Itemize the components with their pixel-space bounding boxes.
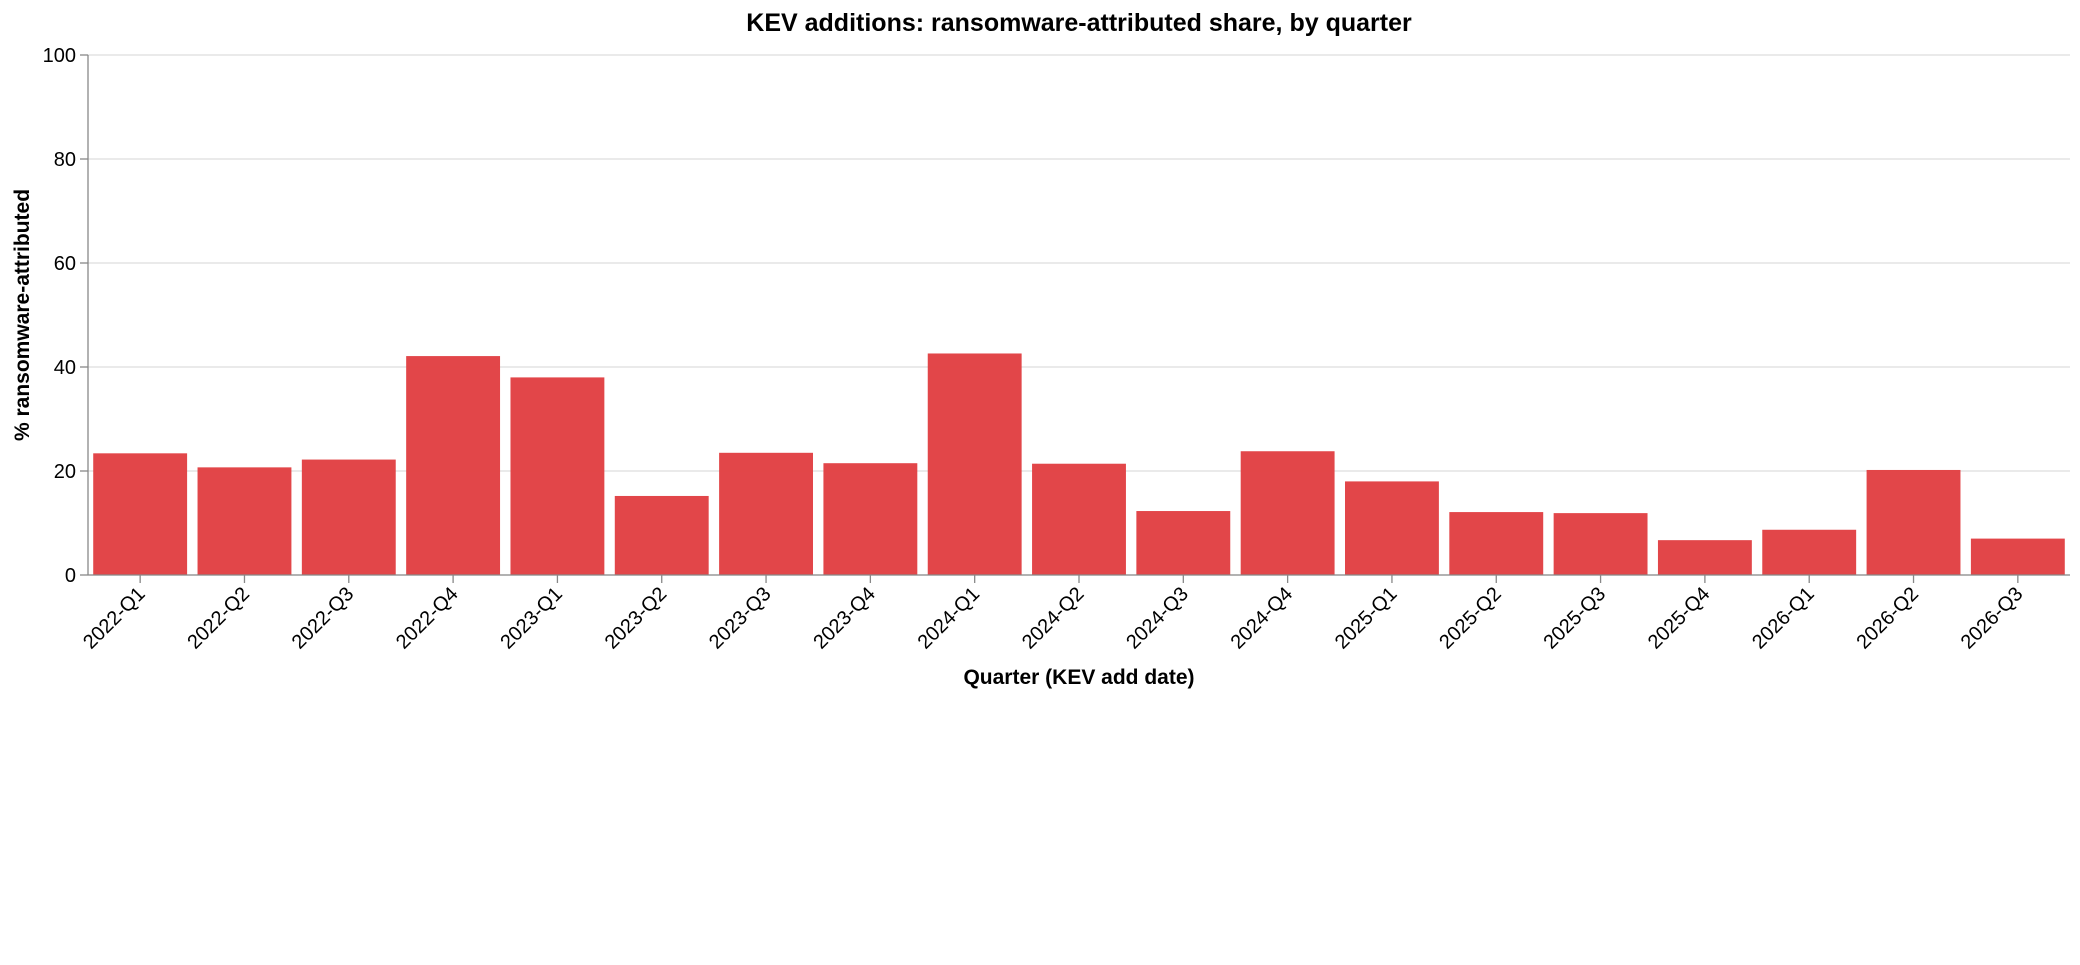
x-tick-label: 2025-Q1 [1331, 583, 1402, 654]
bar-2022-Q2 [197, 467, 292, 575]
bar-2022-Q4 [406, 356, 501, 575]
chart-title: KEV additions: ransomware-attributed sha… [746, 9, 1412, 37]
bar-2023-Q3 [719, 452, 813, 575]
bar-2026-Q3 [1970, 538, 2065, 575]
x-tick-label: 2024-Q3 [1122, 583, 1193, 654]
y-tick-label: 60 [54, 253, 76, 275]
x-tick-label: 2025-Q2 [1435, 583, 1506, 654]
x-tick-label: 2023-Q4 [809, 583, 880, 654]
y-tick-label: 40 [54, 357, 76, 379]
x-tick-label: 2023-Q2 [601, 583, 672, 654]
bar-2024-Q1 [927, 353, 1022, 575]
y-tick-label: 100 [43, 45, 76, 67]
x-tick-label: 2024-Q1 [914, 583, 985, 654]
y-axis-title: % ransomware-attributed [11, 189, 34, 441]
x-tick-label: 2022-Q3 [288, 583, 359, 654]
x-tick-label: 2025-Q4 [1644, 583, 1715, 654]
x-tick-label: 2022-Q4 [392, 583, 463, 654]
bar-2024-Q4 [1240, 451, 1335, 575]
x-tick-label: 2026-Q3 [1957, 583, 2028, 654]
x-tick-label: 2025-Q3 [1540, 583, 1611, 654]
bar-2024-Q2 [1032, 463, 1126, 575]
x-tick-label: 2023-Q3 [705, 583, 776, 654]
bar-2025-Q1 [1345, 481, 1439, 575]
bars [93, 353, 2065, 575]
bar-2025-Q3 [1553, 513, 1648, 575]
bar-2026-Q2 [1866, 469, 1961, 575]
x-tick-label: 2026-Q2 [1852, 583, 1923, 654]
bar-2023-Q1 [510, 377, 605, 575]
y-tick-label: 20 [54, 461, 76, 483]
x-axis-title: Quarter (KEV add date) [963, 666, 1194, 689]
bar-2022-Q3 [301, 459, 396, 575]
x-tick-label: 2023-Q1 [496, 583, 567, 654]
x-tick-label: 2022-Q1 [79, 583, 150, 654]
bar-2022-Q1 [93, 453, 188, 575]
bar-2025-Q2 [1449, 512, 1544, 575]
bar-2023-Q4 [823, 463, 918, 575]
y-tick-label: 0 [65, 565, 76, 587]
bar-2023-Q2 [614, 495, 709, 575]
bar-2026-Q1 [1762, 529, 1857, 575]
bar-2024-Q3 [1136, 511, 1231, 575]
x-tick-label: 2022-Q2 [183, 583, 254, 654]
x-tick-label: 2024-Q2 [1018, 583, 1089, 654]
x-tick-label: 2024-Q4 [1227, 583, 1298, 654]
x-tick-label: 2026-Q1 [1748, 583, 1819, 654]
bar-2025-Q4 [1657, 540, 1752, 575]
y-tick-label: 80 [54, 149, 76, 171]
